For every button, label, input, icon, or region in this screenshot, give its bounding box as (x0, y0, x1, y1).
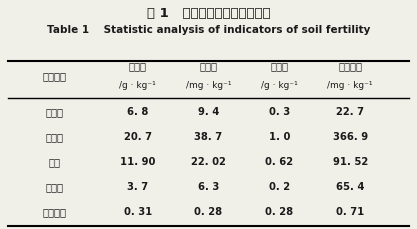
Text: 0. 28: 0. 28 (194, 207, 223, 217)
Text: 0. 62: 0. 62 (265, 157, 294, 167)
Text: 水解性氮: 水解性氮 (338, 61, 362, 71)
Text: 22. 02: 22. 02 (191, 157, 226, 167)
Text: 最大值: 最大值 (45, 132, 63, 142)
Text: 6. 3: 6. 3 (198, 182, 219, 192)
Text: 22. 7: 22. 7 (336, 107, 364, 117)
Text: 366. 9: 366. 9 (333, 132, 368, 142)
Text: /mg · kg⁻¹: /mg · kg⁻¹ (327, 81, 373, 90)
Text: 标准差: 标准差 (45, 182, 63, 192)
Text: 65. 4: 65. 4 (336, 182, 364, 192)
Text: 0. 31: 0. 31 (123, 207, 152, 217)
Text: 0. 71: 0. 71 (336, 207, 364, 217)
Text: 91. 52: 91. 52 (333, 157, 368, 167)
Text: 6. 8: 6. 8 (127, 107, 148, 117)
Text: 1. 0: 1. 0 (269, 132, 290, 142)
Text: 9. 4: 9. 4 (198, 107, 219, 117)
Text: 有机质: 有机质 (128, 61, 147, 71)
Text: 0. 2: 0. 2 (269, 182, 290, 192)
Text: 有效磷: 有效磷 (199, 61, 218, 71)
Text: 3. 7: 3. 7 (127, 182, 148, 192)
Text: 均值: 均值 (48, 157, 60, 167)
Text: 38. 7: 38. 7 (194, 132, 223, 142)
Text: 0. 28: 0. 28 (265, 207, 294, 217)
Text: 速效钾: 速效钾 (270, 61, 289, 71)
Text: 统计指标: 统计指标 (42, 71, 66, 81)
Text: 表 1   土壤各肥力指标统计分析: 表 1 土壤各肥力指标统计分析 (147, 7, 270, 20)
Text: 最小值: 最小值 (45, 107, 63, 117)
Text: /g · kg⁻¹: /g · kg⁻¹ (261, 81, 298, 90)
Text: 20. 7: 20. 7 (124, 132, 152, 142)
Text: /g · kg⁻¹: /g · kg⁻¹ (119, 81, 156, 90)
Text: /mg · kg⁻¹: /mg · kg⁻¹ (186, 81, 231, 90)
Text: 变异系数: 变异系数 (42, 207, 66, 217)
Text: 0. 3: 0. 3 (269, 107, 290, 117)
Text: Table 1    Statistic analysis of indicators of soil fertility: Table 1 Statistic analysis of indicators… (47, 25, 370, 35)
Text: 11. 90: 11. 90 (120, 157, 155, 167)
